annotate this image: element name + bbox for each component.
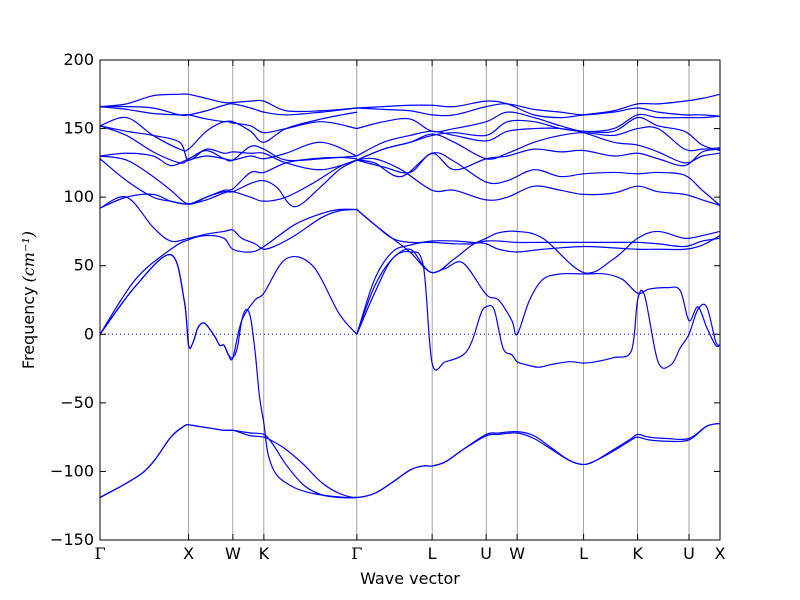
band-line-23 — [99, 103, 357, 117]
x-tick-label: U — [480, 544, 492, 563]
band-line-14 — [356, 157, 721, 206]
band-line-13 — [99, 159, 358, 209]
x-tick-label: X — [715, 544, 726, 563]
y-axis-label: Frequency (cm⁻¹) — [19, 231, 38, 369]
band-line-11 — [356, 235, 721, 335]
x-tick-label: W — [225, 544, 241, 563]
band-line-24 — [356, 93, 721, 119]
x-tick-label: K — [259, 544, 270, 563]
x-tick-label: Γ — [94, 544, 105, 563]
band-line-2 — [99, 422, 721, 499]
y-tick-label: −100 — [50, 461, 94, 480]
band-line-25 — [356, 103, 721, 117]
y-axis-label-text: Frequency — [19, 286, 38, 369]
y-axis-label-unit: (cm⁻¹) — [19, 231, 38, 282]
band-line-15 — [356, 152, 721, 206]
band-line-22 — [99, 93, 357, 113]
band-line-21 — [99, 106, 357, 143]
band-line-30 — [356, 148, 721, 174]
y-tick-label: 100 — [63, 187, 94, 206]
y-tick-label: −150 — [50, 530, 94, 549]
y-tick-label: 150 — [63, 119, 94, 138]
x-tick-label: X — [183, 544, 194, 563]
band-line-5 — [356, 251, 721, 371]
band-line-16 — [99, 155, 357, 205]
y-tick-label: 50 — [74, 256, 94, 275]
y-tick-label: 0 — [84, 324, 94, 343]
band-line-10 — [356, 209, 721, 248]
x-tick-label: K — [632, 544, 643, 563]
band-line-27 — [356, 116, 721, 161]
y-tick-label: −50 — [60, 393, 94, 412]
x-tick-label: W — [509, 544, 525, 563]
band-line-29 — [356, 126, 721, 161]
high-symmetry-gridlines — [188, 60, 690, 540]
band-line-4 — [99, 254, 358, 361]
x-tick-label: Γ — [351, 544, 362, 563]
x-tick-label: U — [683, 544, 695, 563]
band-line-9 — [356, 209, 721, 274]
x-tick-label: L — [428, 544, 437, 563]
y-axis-ticks: −150 −100 −50 0 50 100 150 200 — [50, 50, 720, 549]
plot-frame — [99, 59, 721, 541]
y-tick-label: 200 — [63, 50, 94, 69]
band-line-26 — [356, 111, 721, 133]
band-line-28 — [356, 127, 721, 164]
x-tick-label: L — [579, 544, 588, 563]
x-axis-label: Wave vector — [360, 569, 460, 588]
band-line-18 — [99, 125, 358, 164]
band-lines — [99, 93, 721, 499]
band-line-8 — [99, 196, 357, 250]
